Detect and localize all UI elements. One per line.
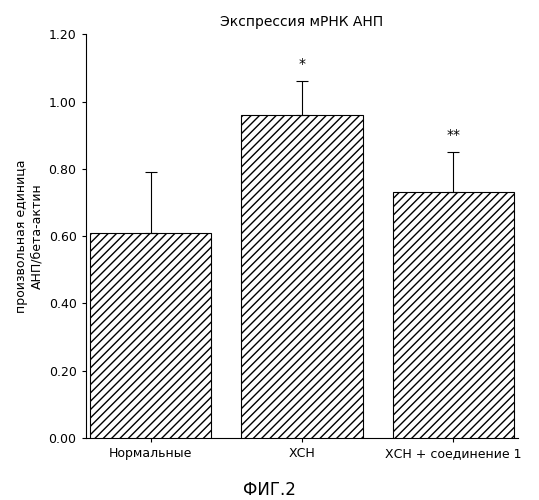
Text: **: ** — [446, 128, 460, 142]
Y-axis label: произвольная единица
АНП/бета-актин: произвольная единица АНП/бета-актин — [15, 160, 43, 313]
Bar — [241, 115, 363, 438]
Title: Экспрессия мРНК АНП: Экспрессия мРНК АНП — [220, 15, 384, 29]
Bar — [393, 192, 514, 438]
Text: ФИГ.2: ФИГ.2 — [243, 481, 296, 499]
Text: *: * — [299, 58, 306, 71]
Bar — [90, 233, 211, 438]
